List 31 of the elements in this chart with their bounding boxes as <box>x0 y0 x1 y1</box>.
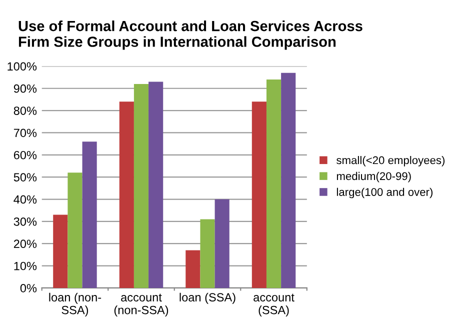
x-tick-label: account (non-SSA) <box>114 294 168 317</box>
bar <box>148 82 164 288</box>
chart-title: Use of Formal Account and Loan Services Across Firm Size Groups in International Comparison <box>18 20 362 50</box>
y-tick-label: 40% <box>14 195 37 204</box>
bar <box>82 142 97 288</box>
bar <box>266 80 282 288</box>
bar <box>200 219 215 288</box>
y-tick-label: 20% <box>14 240 37 248</box>
y-tick-label: 90% <box>14 84 37 93</box>
y-tick-label: 80% <box>14 106 37 115</box>
y-tick-label: 100% <box>8 62 37 71</box>
legend-label: large(100 and over) <box>336 188 432 198</box>
bar <box>134 84 149 288</box>
bar <box>119 102 134 288</box>
bar <box>214 199 230 288</box>
legend-label: medium(20-99) <box>336 172 411 182</box>
bar <box>186 250 200 288</box>
bar <box>68 172 82 288</box>
y-tick-label: 60% <box>14 150 37 160</box>
y-tick-label: 0% <box>20 284 37 292</box>
legend-label: small(<20 employees) <box>336 156 445 166</box>
bar <box>53 214 68 288</box>
bar <box>281 72 296 288</box>
y-tick-label: 70% <box>14 128 37 138</box>
y-tick-label: 50% <box>14 173 37 182</box>
x-tick-label: account (SSA) <box>254 294 294 317</box>
x-tick-label: loan (SSA) <box>180 292 236 304</box>
x-tick-label: loan (non- SSA) <box>49 292 102 317</box>
bar <box>252 102 266 288</box>
y-tick-label: 10% <box>14 262 37 270</box>
y-tick-label: 30% <box>14 217 37 226</box>
